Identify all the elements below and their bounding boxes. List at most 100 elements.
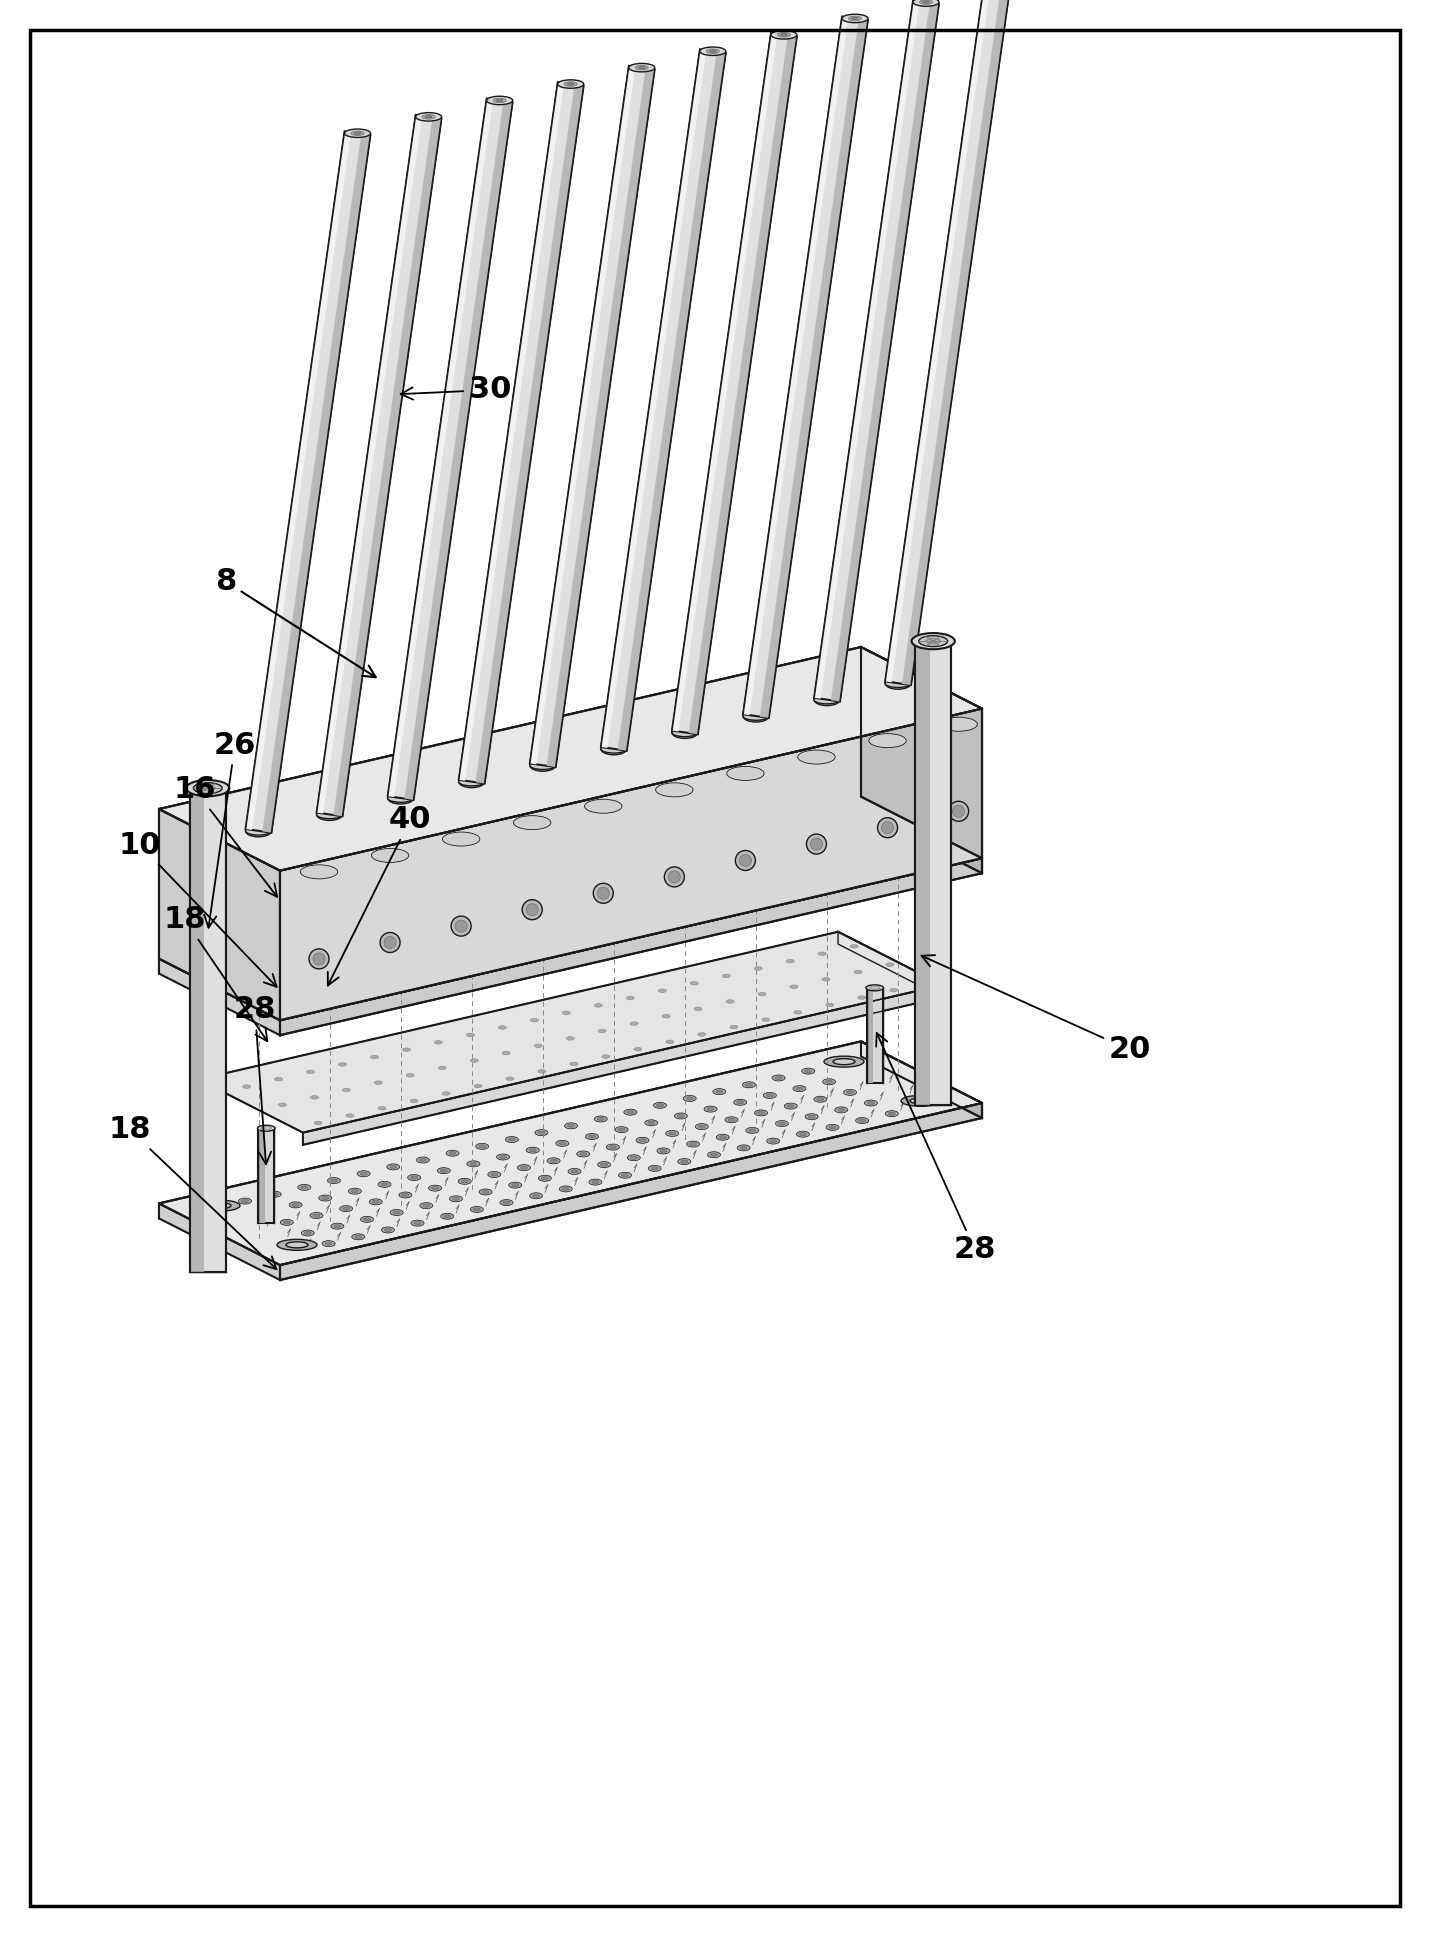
Ellipse shape bbox=[306, 1071, 315, 1074]
Ellipse shape bbox=[556, 1140, 569, 1146]
Ellipse shape bbox=[842, 14, 868, 23]
Ellipse shape bbox=[529, 761, 556, 769]
Polygon shape bbox=[316, 114, 422, 813]
Ellipse shape bbox=[797, 1086, 804, 1090]
Ellipse shape bbox=[901, 850, 941, 862]
Ellipse shape bbox=[349, 1189, 362, 1195]
Ellipse shape bbox=[725, 1117, 738, 1123]
Ellipse shape bbox=[735, 850, 755, 871]
Polygon shape bbox=[531, 66, 655, 767]
Polygon shape bbox=[531, 66, 635, 765]
Ellipse shape bbox=[592, 1181, 599, 1183]
Ellipse shape bbox=[622, 1173, 629, 1177]
Ellipse shape bbox=[858, 995, 865, 999]
Ellipse shape bbox=[691, 982, 698, 985]
Polygon shape bbox=[333, 118, 442, 817]
Ellipse shape bbox=[250, 827, 266, 834]
Ellipse shape bbox=[342, 1088, 350, 1092]
Ellipse shape bbox=[719, 1136, 726, 1138]
Ellipse shape bbox=[415, 1222, 420, 1225]
Ellipse shape bbox=[716, 1134, 729, 1140]
Ellipse shape bbox=[869, 734, 907, 747]
Ellipse shape bbox=[399, 1193, 412, 1198]
Ellipse shape bbox=[799, 1133, 807, 1136]
Ellipse shape bbox=[345, 130, 370, 137]
Ellipse shape bbox=[246, 827, 272, 834]
Polygon shape bbox=[885, 0, 1010, 685]
Ellipse shape bbox=[209, 1202, 232, 1208]
Polygon shape bbox=[159, 1042, 982, 1264]
Ellipse shape bbox=[769, 1140, 776, 1142]
Ellipse shape bbox=[449, 1152, 456, 1154]
Ellipse shape bbox=[459, 776, 485, 788]
Ellipse shape bbox=[629, 64, 655, 72]
Ellipse shape bbox=[385, 937, 396, 949]
Ellipse shape bbox=[386, 1164, 400, 1169]
Ellipse shape bbox=[559, 1187, 572, 1193]
Ellipse shape bbox=[322, 1196, 329, 1200]
Ellipse shape bbox=[822, 1078, 835, 1084]
Ellipse shape bbox=[297, 1185, 310, 1191]
Ellipse shape bbox=[355, 1235, 362, 1239]
Ellipse shape bbox=[538, 1069, 546, 1073]
Ellipse shape bbox=[656, 1148, 669, 1154]
Ellipse shape bbox=[390, 1165, 396, 1169]
Ellipse shape bbox=[676, 728, 694, 736]
Ellipse shape bbox=[602, 1055, 611, 1059]
Ellipse shape bbox=[333, 1225, 340, 1227]
Ellipse shape bbox=[200, 954, 240, 966]
Ellipse shape bbox=[503, 1200, 511, 1204]
Ellipse shape bbox=[408, 1175, 420, 1181]
Ellipse shape bbox=[375, 1080, 382, 1084]
Ellipse shape bbox=[686, 1140, 699, 1146]
Ellipse shape bbox=[798, 749, 835, 765]
Polygon shape bbox=[601, 50, 725, 751]
Ellipse shape bbox=[438, 1167, 450, 1173]
Ellipse shape bbox=[325, 1243, 332, 1245]
Ellipse shape bbox=[772, 1074, 785, 1080]
Ellipse shape bbox=[380, 933, 400, 953]
Polygon shape bbox=[280, 709, 982, 1020]
Ellipse shape bbox=[479, 1144, 486, 1148]
Polygon shape bbox=[159, 647, 861, 958]
Ellipse shape bbox=[741, 1146, 746, 1150]
Ellipse shape bbox=[654, 1102, 666, 1107]
Ellipse shape bbox=[305, 1231, 312, 1235]
Ellipse shape bbox=[440, 1214, 453, 1220]
Polygon shape bbox=[618, 52, 725, 751]
Ellipse shape bbox=[648, 1121, 655, 1125]
Ellipse shape bbox=[551, 1160, 558, 1162]
Ellipse shape bbox=[695, 1123, 708, 1129]
Ellipse shape bbox=[758, 993, 766, 995]
Ellipse shape bbox=[280, 1220, 293, 1225]
Ellipse shape bbox=[322, 1241, 335, 1247]
Ellipse shape bbox=[626, 997, 635, 999]
Ellipse shape bbox=[805, 1113, 818, 1119]
Ellipse shape bbox=[535, 1044, 542, 1047]
Ellipse shape bbox=[672, 726, 698, 738]
Ellipse shape bbox=[300, 865, 337, 879]
Ellipse shape bbox=[698, 1125, 705, 1129]
Ellipse shape bbox=[277, 1239, 317, 1251]
Ellipse shape bbox=[909, 854, 932, 860]
Ellipse shape bbox=[499, 1026, 506, 1030]
Ellipse shape bbox=[672, 728, 698, 738]
Ellipse shape bbox=[410, 1175, 418, 1179]
Polygon shape bbox=[672, 33, 797, 734]
Ellipse shape bbox=[736, 1102, 744, 1104]
Ellipse shape bbox=[909, 1098, 932, 1104]
Ellipse shape bbox=[310, 1212, 323, 1218]
Ellipse shape bbox=[788, 1104, 794, 1107]
Ellipse shape bbox=[548, 1158, 561, 1164]
Ellipse shape bbox=[712, 1088, 726, 1094]
Ellipse shape bbox=[716, 1090, 722, 1094]
Ellipse shape bbox=[844, 1090, 857, 1096]
Polygon shape bbox=[546, 68, 655, 767]
Ellipse shape bbox=[885, 1111, 898, 1117]
Ellipse shape bbox=[847, 1090, 854, 1094]
Ellipse shape bbox=[310, 1096, 319, 1100]
Polygon shape bbox=[744, 17, 868, 718]
Ellipse shape bbox=[636, 1136, 649, 1144]
Ellipse shape bbox=[406, 1074, 415, 1076]
Polygon shape bbox=[159, 958, 280, 1036]
